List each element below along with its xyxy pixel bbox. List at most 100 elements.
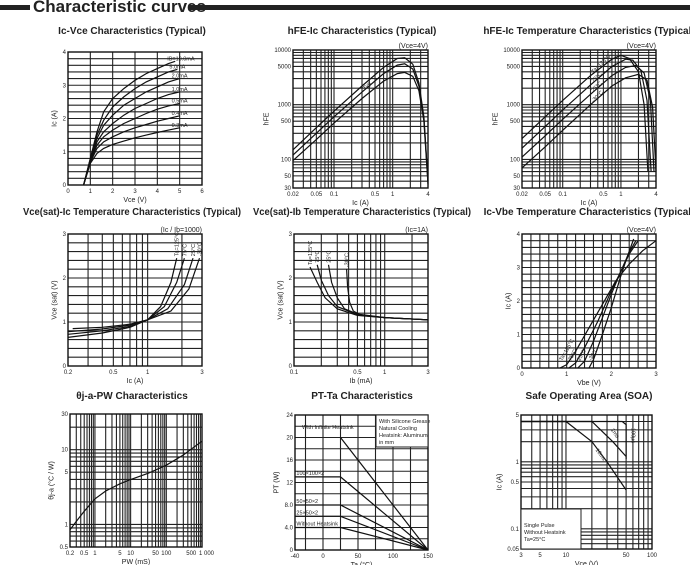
- y-tick-label: 20: [286, 436, 293, 442]
- series-curve: [521, 58, 652, 172]
- condition-label: (Ic=1A): [405, 227, 428, 234]
- series-curve: [292, 63, 429, 183]
- x-tick-label: 100: [161, 551, 172, 557]
- x-tick-label: 0.5: [599, 192, 608, 198]
- y-axis-label: PT (W): [274, 471, 281, 493]
- series-curve: [295, 476, 429, 551]
- series-curve: [292, 57, 429, 182]
- series-label: 2.0mA: [172, 74, 188, 80]
- section-header: Characteristic curves: [0, 0, 690, 16]
- y-tick-label: 16: [286, 458, 293, 464]
- chart-5: Vce(sat)-Ib Temperature Characteristics …: [253, 207, 471, 385]
- chart-title: Vce(sat)-Ib Temperature Characteristics …: [253, 207, 471, 218]
- y-tick-label: 1: [63, 150, 67, 156]
- y-tick-label: 3: [289, 232, 293, 238]
- series-curve: [559, 240, 657, 369]
- chart-title: Vce(sat)-Ic Temperature Characteristics …: [23, 207, 241, 218]
- x-tick-label: 0: [321, 554, 325, 560]
- series-curve: [295, 526, 429, 551]
- series-curve: [83, 68, 178, 186]
- y-tick-label: 4.0: [285, 526, 294, 532]
- x-tick-label: 5: [118, 551, 122, 557]
- x-axis-label: Ib (mA): [350, 378, 373, 385]
- condition-label: (Vce=4V): [627, 227, 656, 234]
- x-tick-label: 0.5: [371, 192, 380, 198]
- chart-6: Ic-Vbe Temperature Characteristics (Typi…: [484, 207, 690, 387]
- series-curve: [83, 102, 180, 186]
- y-tick-label: 1: [65, 522, 69, 528]
- x-axis-label: PW (mS): [122, 559, 150, 565]
- y-tick-label: 1000: [507, 103, 521, 109]
- series-label: 1ms: [609, 428, 620, 440]
- y-tick-label: 4: [63, 50, 67, 56]
- x-tick-label: 0.5: [353, 370, 362, 376]
- y-tick-label: 30: [513, 186, 520, 192]
- y-tick-label: 24: [286, 413, 293, 419]
- x-tick-label: 2: [610, 372, 614, 378]
- series-label: 0.3mA: [172, 123, 188, 129]
- x-tick-label: 3: [519, 553, 523, 559]
- x-tick-label: 0.02: [516, 192, 528, 198]
- series-curve: [83, 127, 180, 186]
- series-label: 10ms: [594, 448, 607, 463]
- series-label: Ta=125°C: [308, 241, 314, 265]
- y-tick-label: 30: [61, 412, 68, 418]
- chart-3: hFE-Ic Temperature Characteristics (Typi…: [483, 26, 690, 207]
- y-axis-label: hFE: [263, 112, 270, 125]
- x-tick-label: 0.05: [539, 192, 551, 198]
- x-tick-label: 0.02: [287, 192, 299, 198]
- x-tick-label: 3: [133, 189, 137, 195]
- series-curve: [295, 515, 429, 551]
- x-tick-label: 1: [146, 370, 150, 376]
- series-label: -30°C: [197, 242, 203, 256]
- x-tick-label: 0.5: [80, 551, 89, 557]
- series-curve: [292, 71, 429, 185]
- x-tick-label: 5: [178, 189, 182, 195]
- x-tick-label: 2: [111, 189, 115, 195]
- series-curve: [67, 258, 201, 338]
- x-tick-label: 0.2: [66, 551, 75, 557]
- y-tick-label: 1: [63, 320, 67, 326]
- header-rule-left: [0, 5, 30, 10]
- y-tick-label: 4: [517, 232, 521, 238]
- y-tick-label: 3: [517, 266, 521, 272]
- x-tick-label: 100: [647, 553, 658, 559]
- series-curve: [568, 240, 639, 369]
- x-tick-label: 1 000: [199, 551, 215, 557]
- chart-title: hFE-Ic Temperature Characteristics (Typi…: [483, 26, 690, 37]
- y-tick-label: 2: [63, 117, 67, 123]
- condition-line: Without Heatsink: [524, 530, 566, 536]
- chart-title: Ic-Vce Characteristics (Typical): [58, 26, 206, 37]
- series-curve: [83, 78, 180, 186]
- y-tick-label: 2: [517, 299, 521, 305]
- x-tick-label: 1: [89, 189, 93, 195]
- x-tick-label: 10: [563, 553, 570, 559]
- y-tick-label: 5: [65, 470, 69, 476]
- y-tick-label: 8.0: [285, 503, 294, 509]
- series-label: 0.4mA: [172, 111, 188, 117]
- y-tick-label: 10000: [274, 48, 291, 54]
- series-label: -30°C: [345, 253, 351, 267]
- series-curve: [295, 504, 429, 551]
- x-tick-label: 5: [538, 553, 542, 559]
- plot-frame: [294, 414, 429, 551]
- x-axis-label: Ic (A): [127, 378, 144, 385]
- x-tick-label: 1: [565, 372, 569, 378]
- chart-1: Ic-Vce Characteristics (Typical) 0 1 2 3 4 5 6 0…: [52, 26, 206, 204]
- x-tick-label: 3: [426, 370, 430, 376]
- x-tick-label: 50: [355, 554, 362, 560]
- plot-frame: [67, 233, 203, 367]
- series-label: 25°C: [191, 244, 197, 256]
- chart-title: Ic-Vbe Temperature Characteristics (Typi…: [484, 207, 690, 218]
- section-title: Characteristic curves: [33, 0, 206, 16]
- x-tick-label: 0: [66, 189, 70, 195]
- x-tick-label: 4: [426, 192, 430, 198]
- x-axis-label: Vce (V): [575, 561, 598, 565]
- plot-frame: [521, 49, 657, 189]
- y-axis-label: Vce (sat) (V): [278, 280, 285, 319]
- series-curve: [83, 115, 180, 186]
- series-curve: [327, 264, 429, 321]
- y-tick-label: 10000: [503, 48, 520, 54]
